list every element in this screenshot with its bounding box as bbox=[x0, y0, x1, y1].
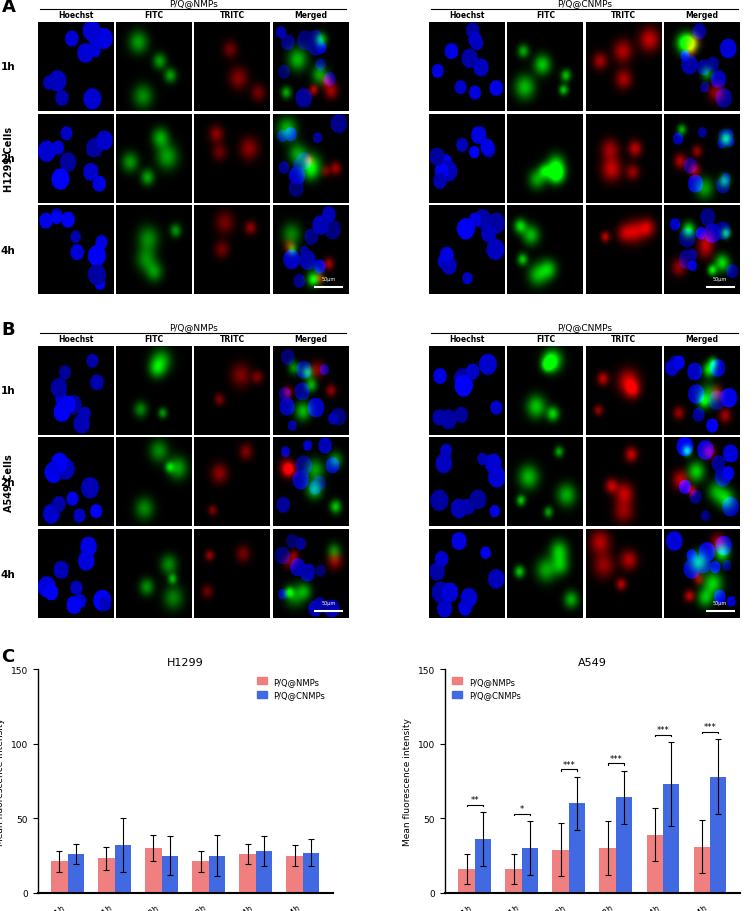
Text: Merged: Merged bbox=[686, 334, 719, 343]
Bar bbox=[505, 869, 522, 893]
Bar bbox=[209, 855, 225, 893]
Text: FITC: FITC bbox=[144, 334, 164, 343]
Bar bbox=[475, 839, 492, 893]
Bar bbox=[239, 855, 256, 893]
Bar bbox=[303, 853, 319, 893]
Bar bbox=[51, 862, 68, 893]
Text: Merged: Merged bbox=[294, 11, 327, 20]
Text: A549 Cells: A549 Cells bbox=[4, 454, 14, 511]
Text: 50μm: 50μm bbox=[713, 277, 727, 281]
Bar bbox=[193, 862, 209, 893]
Text: FITC: FITC bbox=[144, 11, 164, 20]
Text: FITC: FITC bbox=[536, 334, 555, 343]
Text: ***: *** bbox=[609, 754, 622, 763]
Text: A: A bbox=[2, 0, 15, 15]
Bar bbox=[710, 777, 726, 893]
Bar bbox=[616, 797, 633, 893]
Text: P/Q@CNMPs: P/Q@CNMPs bbox=[557, 0, 612, 8]
Text: TRITC: TRITC bbox=[611, 334, 636, 343]
Text: Hoechst: Hoechst bbox=[58, 334, 94, 343]
Text: Hoechst: Hoechst bbox=[449, 11, 485, 20]
Text: ***: *** bbox=[562, 760, 575, 769]
Bar bbox=[553, 850, 569, 893]
Text: P/Q@NMPs: P/Q@NMPs bbox=[169, 0, 217, 8]
Text: P/Q@CNMPs: P/Q@CNMPs bbox=[557, 322, 612, 332]
Text: ***: *** bbox=[657, 725, 670, 734]
Text: *: * bbox=[519, 804, 524, 814]
Text: Merged: Merged bbox=[686, 11, 719, 20]
Bar bbox=[522, 848, 538, 893]
Legend: P/Q@NMPs, P/Q@CNMPs: P/Q@NMPs, P/Q@CNMPs bbox=[254, 674, 328, 702]
Y-axis label: 4h: 4h bbox=[0, 568, 15, 578]
Bar bbox=[256, 851, 273, 893]
Text: B: B bbox=[2, 321, 15, 339]
Bar bbox=[694, 846, 710, 893]
Bar bbox=[115, 845, 131, 893]
Text: TRITC: TRITC bbox=[611, 11, 636, 20]
Bar bbox=[162, 855, 178, 893]
Text: ***: *** bbox=[704, 722, 716, 732]
Text: Merged: Merged bbox=[294, 334, 327, 343]
Y-axis label: 2h: 2h bbox=[0, 477, 15, 487]
Text: Hoechst: Hoechst bbox=[58, 11, 94, 20]
Y-axis label: Mean fluorescence intensity: Mean fluorescence intensity bbox=[403, 717, 412, 845]
Bar bbox=[663, 784, 680, 893]
Title: A549: A549 bbox=[578, 658, 607, 668]
Text: TRITC: TRITC bbox=[220, 11, 245, 20]
Text: TRITC: TRITC bbox=[220, 334, 245, 343]
Text: C: C bbox=[2, 647, 15, 665]
Text: 50μm: 50μm bbox=[322, 600, 336, 605]
Bar bbox=[599, 848, 616, 893]
Y-axis label: Mean fluorescence intensity: Mean fluorescence intensity bbox=[0, 717, 5, 845]
Text: Hoechst: Hoechst bbox=[449, 334, 485, 343]
Text: P/Q@NMPs: P/Q@NMPs bbox=[169, 322, 217, 332]
Title: H1299: H1299 bbox=[167, 658, 204, 668]
Text: **: ** bbox=[470, 795, 479, 804]
Y-axis label: 1h: 1h bbox=[0, 62, 15, 72]
Bar bbox=[569, 804, 585, 893]
Y-axis label: 4h: 4h bbox=[0, 246, 15, 255]
Text: H1299 Cells: H1299 Cells bbox=[4, 127, 14, 191]
Bar bbox=[68, 855, 84, 893]
Bar bbox=[646, 834, 663, 893]
Y-axis label: 1h: 1h bbox=[0, 385, 15, 395]
Text: 50μm: 50μm bbox=[713, 600, 727, 605]
Bar bbox=[458, 869, 475, 893]
Y-axis label: 2h: 2h bbox=[0, 154, 15, 164]
Bar bbox=[145, 848, 162, 893]
Bar bbox=[286, 855, 303, 893]
Text: 50μm: 50μm bbox=[322, 277, 336, 281]
Bar bbox=[98, 858, 115, 893]
Legend: P/Q@NMPs, P/Q@CNMPs: P/Q@NMPs, P/Q@CNMPs bbox=[449, 674, 524, 702]
Text: FITC: FITC bbox=[536, 11, 555, 20]
